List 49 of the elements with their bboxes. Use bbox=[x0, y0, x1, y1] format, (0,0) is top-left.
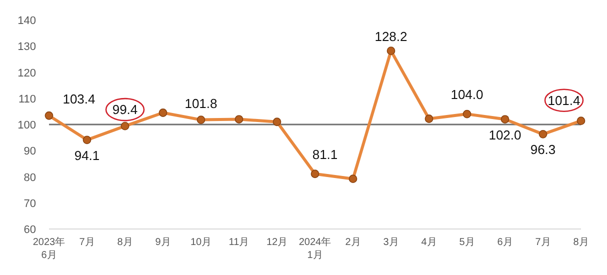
y-tick-label: 110 bbox=[18, 93, 36, 106]
data-label: 104.0 bbox=[450, 87, 484, 102]
point bbox=[386, 46, 396, 56]
y-tick-label: 60 bbox=[24, 224, 36, 236]
point bbox=[158, 108, 168, 117]
data-label: 101.4 bbox=[548, 92, 580, 108]
y-tick-label: 80 bbox=[24, 172, 36, 184]
x-tick-label: 6月 bbox=[497, 237, 513, 248]
point bbox=[44, 111, 54, 120]
x-tick-label: 2024年 1月 bbox=[298, 236, 332, 261]
data-label: 81.1 bbox=[312, 146, 338, 162]
x-tick-label: 7月 bbox=[535, 237, 551, 248]
data-label: 103.4 bbox=[62, 92, 96, 107]
x-tick-label: 5月 bbox=[459, 237, 475, 248]
point bbox=[500, 115, 510, 124]
point bbox=[82, 136, 92, 144]
x-tick-label: 8月 bbox=[573, 237, 589, 248]
y-tick-label: 130 bbox=[18, 41, 36, 54]
y-tick-label: 140 bbox=[18, 15, 36, 27]
data-label: 101.8 bbox=[184, 96, 218, 111]
x-tick-label: 10月 bbox=[190, 237, 212, 248]
data-label: 102.0 bbox=[488, 127, 522, 142]
x-tick-label: 4月 bbox=[421, 237, 437, 248]
y-tick-label: 70 bbox=[24, 198, 36, 210]
point bbox=[538, 130, 548, 138]
point bbox=[234, 115, 244, 124]
x-tick-label: 3月 bbox=[383, 237, 399, 248]
data-label: 128.2 bbox=[374, 28, 408, 44]
data-label: 96.3 bbox=[530, 142, 556, 158]
point bbox=[462, 110, 472, 118]
point bbox=[196, 116, 206, 124]
point bbox=[272, 118, 282, 126]
point bbox=[424, 114, 434, 123]
point bbox=[348, 174, 358, 184]
x-tick-label: 2月 bbox=[345, 237, 361, 248]
point bbox=[120, 122, 130, 130]
x-tick-label: 9月 bbox=[155, 237, 171, 248]
data-label: 94.1 bbox=[74, 148, 100, 163]
x-tick-label: 8月 bbox=[117, 237, 133, 248]
x-tick-label: 7月 bbox=[79, 237, 95, 248]
x-tick-label: 2023年 6月 bbox=[32, 236, 66, 261]
x-tick-label: 12月 bbox=[266, 237, 288, 248]
y-tick-label: 120 bbox=[18, 67, 36, 80]
x-tick-label: 11月 bbox=[228, 237, 250, 248]
point bbox=[576, 116, 586, 126]
y-tick-label: 100 bbox=[18, 120, 36, 132]
data-label: 99.4 bbox=[112, 102, 138, 118]
y-tick-label: 90 bbox=[24, 146, 36, 158]
point bbox=[310, 170, 320, 178]
